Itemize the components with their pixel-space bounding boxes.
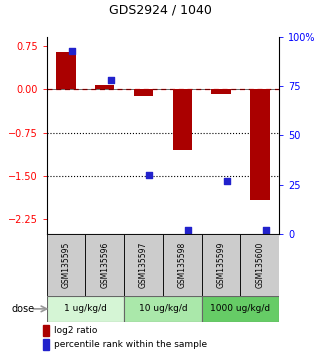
Bar	[163, 234, 202, 296]
Bar	[212, 89, 231, 94]
Bar	[95, 85, 114, 89]
Text: GSM135600: GSM135600	[256, 241, 265, 288]
Bar	[202, 234, 240, 296]
Text: 10 ug/kg/d: 10 ug/kg/d	[139, 304, 187, 313]
Bar	[173, 89, 192, 150]
Bar	[124, 296, 202, 322]
Text: GDS2924 / 1040: GDS2924 / 1040	[109, 4, 212, 17]
Text: percentile rank within the sample: percentile rank within the sample	[54, 340, 207, 349]
Bar	[42, 339, 49, 350]
Bar	[56, 52, 76, 89]
Bar	[42, 325, 49, 336]
Text: 1 ug/kg/d: 1 ug/kg/d	[64, 304, 107, 313]
Text: GSM135598: GSM135598	[178, 241, 187, 288]
Text: GSM135599: GSM135599	[217, 241, 226, 288]
Bar	[47, 296, 124, 322]
Point	[69, 48, 74, 54]
Point	[186, 227, 191, 233]
Point	[263, 227, 268, 233]
Text: dose: dose	[11, 304, 34, 314]
Text: GSM135596: GSM135596	[100, 241, 109, 288]
Bar	[250, 89, 270, 200]
Text: GSM135597: GSM135597	[139, 241, 148, 288]
Text: log2 ratio: log2 ratio	[54, 326, 97, 335]
Point	[224, 178, 230, 183]
Bar	[85, 234, 124, 296]
Bar	[202, 296, 279, 322]
Bar	[124, 234, 163, 296]
Text: 1000 ug/kg/d: 1000 ug/kg/d	[211, 304, 271, 313]
Point	[108, 78, 113, 83]
Bar	[240, 234, 279, 296]
Point	[147, 172, 152, 178]
Text: GSM135595: GSM135595	[61, 241, 70, 288]
Bar	[47, 234, 85, 296]
Bar	[134, 89, 153, 96]
